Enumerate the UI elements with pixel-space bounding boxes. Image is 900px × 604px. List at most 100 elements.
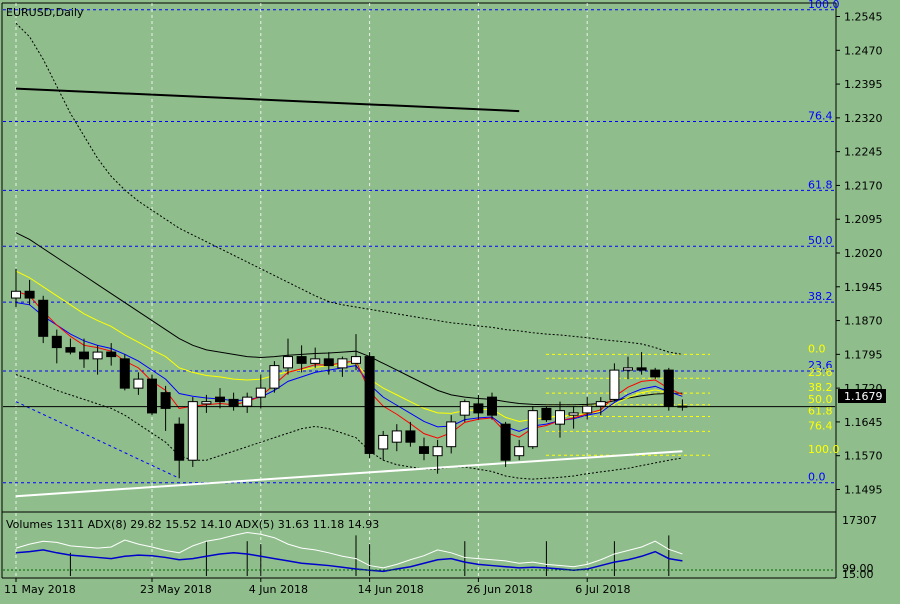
candle-body (51, 335, 62, 349)
fib-yellow-label: 61.8 (808, 405, 833, 418)
candle-body (623, 367, 633, 371)
fib-yellow-label: 38.2 (808, 381, 833, 394)
price-tick-label: 1.1570 (844, 450, 883, 463)
candle-body (555, 410, 565, 425)
support-trendline (15, 450, 683, 498)
candle-body (283, 356, 293, 369)
candle-body (269, 365, 280, 389)
adx-white-line (15, 531, 683, 569)
candle-body (79, 351, 89, 360)
price-tick-label: 1.2095 (844, 213, 883, 226)
candle-body (636, 367, 647, 371)
price-tick-label: 1.1870 (844, 315, 883, 328)
fib-yellow-label: 23.6 (808, 366, 833, 379)
candle-body (201, 401, 212, 405)
candle-body (364, 356, 375, 454)
long-trendline (15, 87, 520, 113)
channel-line (15, 401, 180, 479)
price-tick-label: 1.1795 (844, 348, 883, 361)
candles (11, 268, 688, 479)
candle-body (296, 356, 307, 364)
price-tick-label: 1.2545 (844, 11, 883, 24)
time-tick-label: 26 Jun 2018 (466, 583, 532, 596)
candle-body (514, 446, 525, 457)
candle-body (255, 387, 266, 398)
price-tick-label: 1.2470 (844, 44, 883, 57)
fib-blue-label: 76.4 (808, 109, 833, 122)
candle-body (11, 290, 21, 299)
candle-body (446, 421, 457, 448)
fib-blue-label: 100.0 (808, 0, 840, 11)
candle-body (677, 405, 688, 408)
candle-body (541, 407, 552, 421)
indicator-label: Volumes 1311 ADX(8) 29.82 15.52 14.10 AD… (6, 518, 379, 531)
indicator-axis-bottom-2: 15.00 (842, 568, 874, 581)
fib-yellow-label: 100.0 (808, 443, 840, 456)
time-tick-label: 11 May 2018 (4, 583, 76, 596)
candle-body (24, 290, 35, 299)
candle-body (133, 378, 144, 389)
fib-blue-label: 61.8 (808, 178, 833, 191)
last-price-marker (838, 389, 886, 403)
price-tick-label: 1.2320 (844, 112, 883, 125)
candle-body (378, 434, 389, 450)
fib-yellow-label: 50.0 (808, 393, 833, 406)
candle-body (337, 358, 348, 369)
price-tick-label: 1.2020 (844, 247, 883, 260)
candle-body (609, 369, 620, 400)
candle-body (405, 430, 416, 443)
candle-body (310, 358, 321, 364)
fib-blue-label: 23.6 (808, 359, 833, 372)
fib-blue-label: 0.0 (808, 471, 826, 484)
symbol-label: EURUSD,Daily (6, 6, 84, 19)
price-tick-label: 1.1645 (844, 416, 883, 429)
candle-body (459, 401, 470, 416)
candle-body (323, 358, 334, 367)
candle-body (432, 446, 443, 457)
indicator-lines (3, 22, 835, 498)
candle-body (568, 412, 579, 416)
fib-blue-label: 50.0 (808, 234, 833, 247)
candle-body (351, 356, 361, 364)
candle-body (65, 347, 76, 353)
candle-body (215, 396, 225, 403)
fib-yellow-label: 76.4 (808, 419, 833, 432)
time-tick-label: 23 May 2018 (140, 583, 212, 596)
price-tick-label: 1.2395 (844, 78, 883, 91)
fib-blue-label: 38.2 (808, 290, 833, 303)
candle-body (473, 403, 484, 414)
candle-body (187, 401, 198, 461)
indicator-axis-top: 17307 (842, 514, 877, 527)
candle-body (595, 401, 606, 407)
candle-body (527, 410, 538, 448)
candle-body (174, 423, 185, 461)
candle-body (38, 299, 49, 337)
time-tick-label: 4 Jun 2018 (249, 583, 308, 596)
candle-body (119, 358, 130, 389)
time-axis: 11 May 2018 23 May 2018 4 Jun 2018 14 Jun 2… (4, 578, 630, 596)
last-price-label: 1.1679 (844, 390, 883, 403)
candle-body (92, 351, 103, 360)
fib-yellow-label: 0.0 (808, 342, 826, 355)
candle-body (650, 369, 661, 378)
fib-retracement-yellow: 0.0 23.6 38.250.061.876.4 100.0 (546, 342, 840, 456)
ma-blue-line (15, 302, 683, 432)
candle-body (228, 398, 239, 407)
candle-body (582, 405, 593, 414)
price-tick-label: 1.2245 (844, 146, 883, 159)
fib-retracement-blue: 100.076.461.850.038.223.60.0 (3, 0, 840, 484)
candle-body (487, 396, 497, 416)
price-tick-label: 1.2170 (844, 179, 883, 192)
candle-body (160, 392, 171, 409)
time-tick-label: 14 Jun 2018 (358, 583, 424, 596)
candle-body (419, 446, 429, 454)
time-tick-label: 6 Jul 2018 (575, 583, 630, 596)
indicator-panel (3, 531, 835, 576)
candle-body (147, 378, 157, 414)
price-tick-label: 1.1945 (844, 281, 883, 294)
candle-body (500, 423, 511, 461)
candle-body (106, 351, 117, 358)
candle-body (242, 396, 253, 407)
